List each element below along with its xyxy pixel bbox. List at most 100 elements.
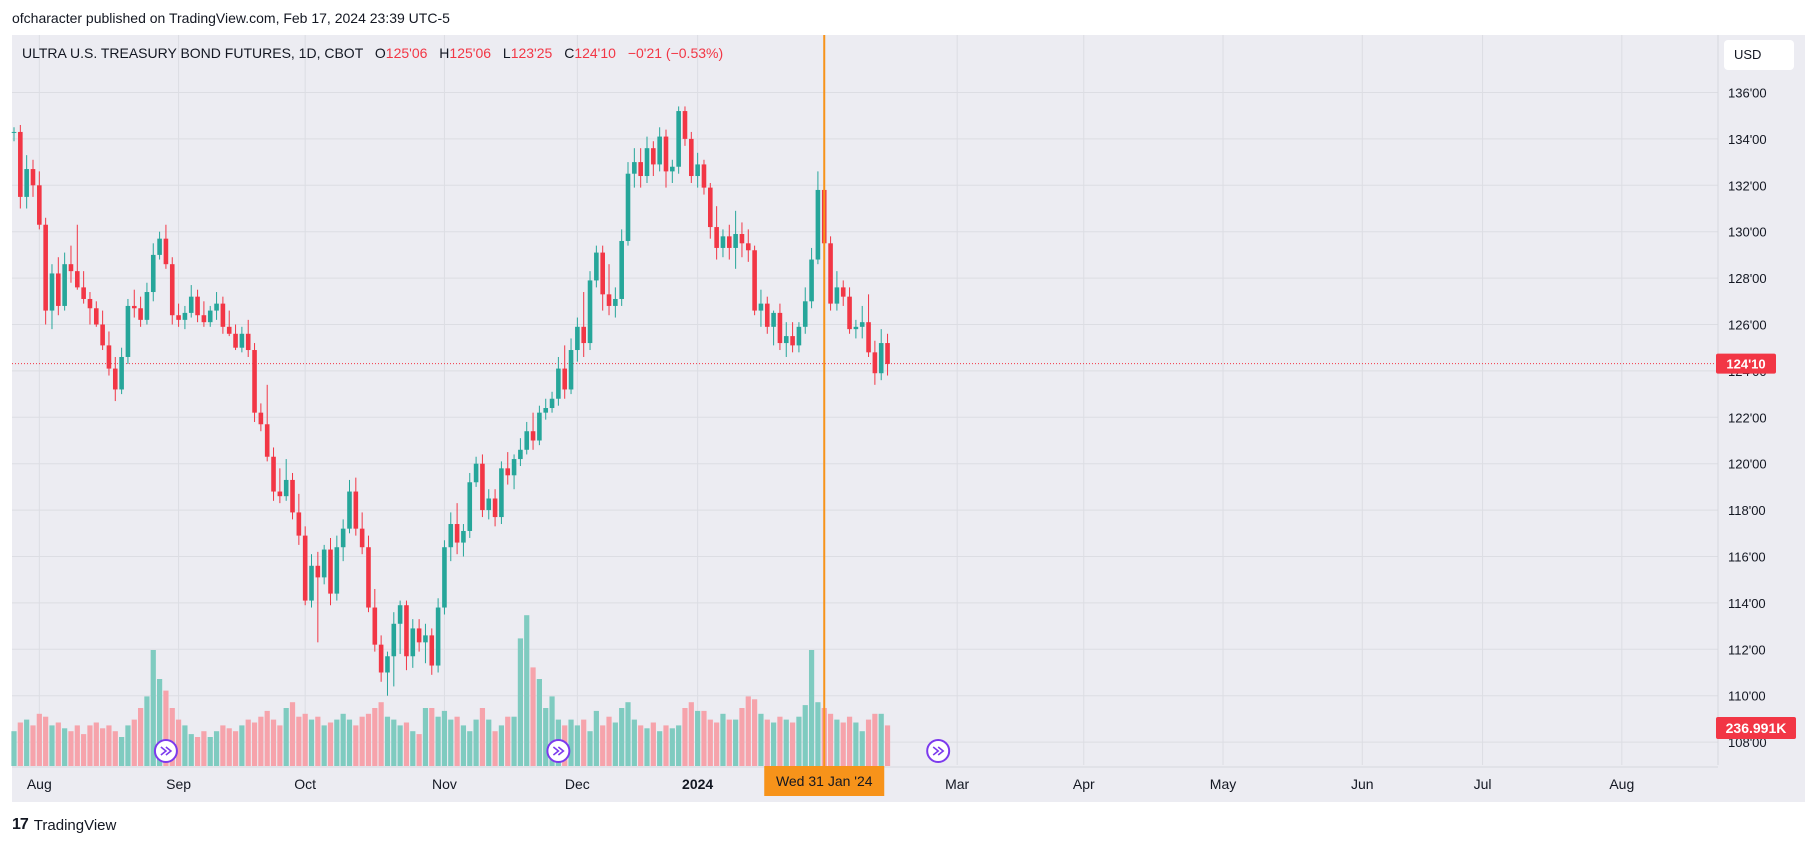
candle-body[interactable] [492, 498, 498, 518]
candle-body[interactable] [429, 635, 435, 666]
candle-body[interactable] [24, 169, 29, 197]
candle-body[interactable] [758, 303, 764, 311]
candle-body[interactable] [518, 449, 523, 460]
candle-body[interactable] [473, 463, 479, 483]
candle-body[interactable] [543, 408, 549, 413]
candle-body[interactable] [207, 310, 213, 323]
candle-body[interactable] [359, 528, 365, 548]
candle-body[interactable] [632, 162, 637, 174]
currency-button[interactable]: USD [1724, 40, 1794, 70]
candle-body[interactable] [695, 164, 700, 177]
candle-body[interactable] [385, 656, 390, 673]
candle-body[interactable] [169, 264, 175, 316]
candle-body[interactable] [283, 479, 289, 497]
candle-body[interactable] [271, 456, 276, 492]
candle-body[interactable] [600, 252, 605, 295]
candle-body[interactable] [391, 623, 397, 657]
candle-body[interactable] [37, 185, 42, 225]
candle-body[interactable] [372, 607, 378, 645]
candle-body[interactable] [657, 136, 662, 165]
candle-body[interactable] [866, 322, 871, 353]
candle-body[interactable] [18, 131, 23, 197]
candle-body[interactable] [885, 343, 890, 364]
candle-body[interactable] [796, 326, 802, 346]
footer-brand[interactable]: 17 TradingView [12, 816, 116, 834]
candle-body[interactable] [670, 166, 675, 172]
candle-body[interactable] [726, 236, 732, 248]
candle-body[interactable] [701, 164, 707, 188]
candle-body[interactable] [499, 468, 504, 518]
candle-body[interactable] [771, 312, 776, 327]
candle-body[interactable] [302, 535, 308, 601]
candle-body[interactable] [486, 498, 492, 511]
candle-body[interactable] [511, 459, 517, 476]
candle-body[interactable] [226, 326, 232, 334]
candle-body[interactable] [739, 234, 745, 244]
candle-body[interactable] [100, 324, 105, 346]
candle-body[interactable] [397, 605, 403, 624]
candle-body[interactable] [714, 227, 719, 248]
candle-body[interactable] [467, 482, 473, 531]
candle-body[interactable] [454, 524, 460, 543]
candle-body[interactable] [847, 296, 852, 330]
candle-body[interactable] [682, 111, 688, 139]
candle-body[interactable] [676, 111, 681, 167]
candle-body[interactable] [556, 368, 561, 399]
candle-body[interactable] [828, 243, 833, 304]
candle-body[interactable] [594, 252, 599, 281]
candle-body[interactable] [410, 628, 416, 657]
candle-body[interactable] [328, 549, 333, 594]
candle-body[interactable] [347, 491, 352, 529]
candle-body[interactable] [859, 322, 865, 327]
candle-body[interactable] [733, 234, 738, 248]
candle-body[interactable] [416, 628, 422, 643]
candle-body[interactable] [872, 352, 878, 374]
candle-body[interactable] [56, 273, 61, 306]
candle-body[interactable] [138, 308, 143, 320]
candle-body[interactable] [644, 148, 650, 177]
candle-body[interactable] [549, 398, 555, 409]
candle-body[interactable] [214, 303, 219, 311]
candle-body[interactable] [378, 644, 384, 673]
candle-body[interactable] [689, 138, 694, 177]
candle-body[interactable] [87, 298, 93, 309]
candle-body[interactable] [568, 350, 574, 390]
candle-body[interactable] [404, 605, 409, 657]
candle-body[interactable] [448, 524, 454, 548]
candle-body[interactable] [188, 296, 194, 313]
candle-body[interactable] [708, 187, 713, 228]
candle-body[interactable] [575, 326, 580, 351]
candle-body[interactable] [144, 292, 150, 320]
candle-body[interactable] [752, 250, 757, 311]
candle-body[interactable] [131, 305, 137, 309]
candle-body[interactable] [606, 294, 612, 306]
symbol-legend[interactable]: ULTRA U.S. TREASURY BOND FUTURES, 1D, CB… [22, 45, 723, 61]
candle-body[interactable] [720, 236, 726, 248]
candle-body[interactable] [290, 479, 295, 513]
candle-body[interactable] [81, 287, 86, 299]
candle-body[interactable] [264, 424, 270, 457]
candle-body[interactable] [176, 315, 181, 320]
candle-body[interactable] [613, 298, 618, 306]
candle-body[interactable] [68, 264, 74, 272]
candle-body[interactable] [651, 148, 656, 165]
candle-body[interactable] [783, 336, 789, 344]
candle-body[interactable] [62, 264, 67, 306]
candle-body[interactable] [195, 296, 200, 316]
candle-body[interactable] [853, 326, 859, 330]
candle-body[interactable] [321, 549, 327, 578]
candle-body[interactable] [562, 368, 568, 390]
candle-body[interactable] [505, 468, 511, 476]
candle-body[interactable] [233, 333, 238, 348]
candle-body[interactable] [220, 303, 226, 327]
candle-body[interactable] [309, 565, 314, 601]
candle-body[interactable] [530, 431, 536, 441]
candle-body[interactable] [150, 254, 156, 293]
candle-body[interactable] [366, 547, 371, 608]
candle-body[interactable] [663, 136, 669, 172]
candle-body[interactable] [182, 312, 188, 320]
candle-body[interactable] [43, 224, 48, 311]
candle-body[interactable] [423, 635, 428, 643]
candle-body[interactable] [353, 491, 359, 529]
